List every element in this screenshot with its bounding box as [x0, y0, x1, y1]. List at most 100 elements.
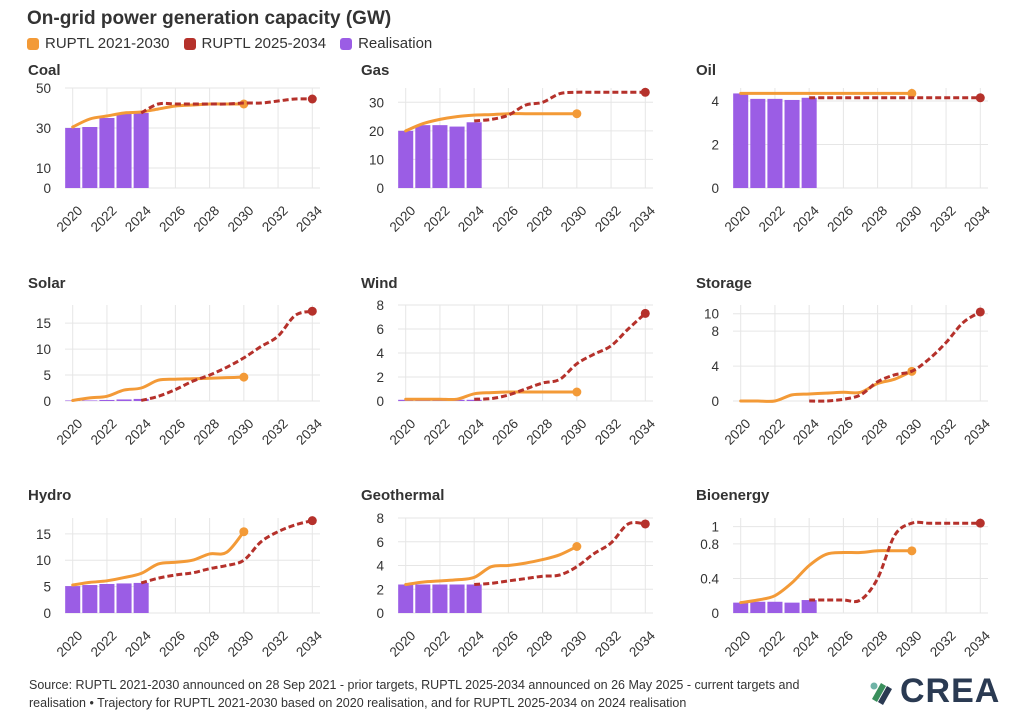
hydro-y-tick-label: 15: [36, 527, 51, 542]
coal-x-tick-label: 2034: [293, 203, 325, 235]
storage-ruptl-2021-line: [739, 369, 914, 403]
hydro-realisation-bar: [99, 583, 115, 613]
hydro-x-tick-label: 2020: [54, 628, 86, 660]
bioenergy-x-tick-label: 2024: [790, 628, 822, 660]
bioenergy-x-tick-label: 2020: [722, 628, 754, 660]
coal-x-tick-label: 2024: [122, 203, 154, 235]
gas-y-tick-label: 0: [376, 181, 384, 196]
geothermal-realisation-bar: [415, 584, 431, 613]
wind-x-tick-label: 2032: [592, 416, 624, 448]
hydro-x-tick-label: 2024: [122, 628, 154, 660]
wind-x-tick-label: 2024: [455, 416, 487, 448]
solar-x-tick-label: 2032: [259, 416, 291, 448]
coal-realisation-bar: [116, 114, 132, 188]
solar-x-tick-label: 2028: [191, 416, 223, 448]
hydro-x-tick-label: 2034: [293, 628, 325, 660]
oil-x-tick-label: 2030: [893, 203, 925, 235]
legend-item-realisation[interactable]: Realisation: [340, 35, 432, 52]
wind-x-tick-label: 2030: [558, 416, 590, 448]
hydro-x-tick-label: 2028: [191, 628, 223, 660]
solar-y-tick-label: 0: [43, 394, 51, 409]
gas-x-tick-label: 2030: [558, 203, 590, 235]
geothermal-y-tick-label: 8: [376, 511, 384, 526]
wind-x-tick-label: 2022: [421, 416, 453, 448]
hydro-realisation-bar: [65, 586, 81, 613]
bioenergy-y-tick-label: 1: [711, 520, 719, 535]
oil-ruptl-2025-endpoint: [975, 93, 985, 103]
oil-panel-title: Oil: [696, 62, 716, 79]
storage-x-tick-label: 2034: [961, 416, 993, 448]
bioenergy-ruptl-2021-endpoint: [907, 546, 917, 556]
legend-swatch-realisation: [340, 37, 353, 50]
geothermal-x-tick-label: 2030: [558, 628, 590, 660]
wind-ruptl-2021-line: [404, 390, 579, 402]
legend: RUPTL 2021-2030 RUPTL 2025-2034 Realisat…: [27, 35, 446, 52]
wind-y-tick-label: 0: [376, 394, 384, 409]
oil-realisation-bar: [733, 93, 749, 188]
coal-x-tick-label: 2026: [156, 203, 188, 235]
coal-y-tick-label: 30: [36, 121, 51, 136]
hydro-y-tick-label: 10: [36, 553, 51, 568]
solar-ruptl-2025-line: [140, 309, 313, 402]
bioenergy-ruptl-2021-line: [739, 549, 914, 605]
gas-ruptl-2025-line: [474, 90, 646, 123]
gas-y-tick-label: 20: [369, 124, 384, 139]
wind-ruptl-2025-line: [474, 312, 647, 401]
oil-x-tick-label: 2024: [790, 203, 822, 235]
solar-x-tick-label: 2026: [156, 416, 188, 448]
solar-ruptl-2021-line: [71, 375, 246, 402]
hydro-realisation-bar: [116, 583, 132, 613]
wind-ruptl-2021-endpoint: [572, 387, 582, 397]
solar-realisation-bar: [99, 399, 115, 401]
hydro-realisation-bar: [82, 585, 98, 613]
coal-y-tick-label: 50: [36, 81, 51, 96]
solar-y-tick-label: 15: [36, 316, 51, 331]
gas-x-tick-label: 2022: [421, 203, 453, 235]
solar-panel-title: Solar: [28, 275, 66, 292]
oil-x-tick-label: 2034: [961, 203, 993, 235]
geothermal-realisation-bar: [432, 584, 448, 613]
bioenergy-x-tick-label: 2032: [927, 628, 959, 660]
bioenergy-realisation-bar: [784, 602, 800, 613]
legend-label-realisation: Realisation: [358, 35, 433, 52]
gas-ruptl-2025-endpoint: [640, 87, 650, 97]
storage-y-tick-label: 10: [704, 307, 719, 322]
crea-logo: CREA: [866, 672, 1000, 711]
solar-realisation-bar: [82, 400, 98, 401]
bioenergy-panel-title: Bioenergy: [696, 487, 770, 504]
solar-x-tick-label: 2034: [293, 416, 325, 448]
gas-realisation-bar: [449, 126, 465, 188]
gas-x-tick-label: 2026: [489, 203, 521, 235]
oil-x-tick-label: 2032: [927, 203, 959, 235]
legend-item-ruptl-2025[interactable]: RUPTL 2025-2034: [183, 35, 327, 52]
geothermal-realisation-bar: [449, 584, 465, 613]
gas-x-tick-label: 2028: [524, 203, 556, 235]
hydro-x-tick-label: 2022: [88, 628, 120, 660]
geothermal-ruptl-2021-endpoint: [572, 542, 582, 551]
hydro-y-tick-label: 5: [43, 580, 51, 595]
coal-x-tick-label: 2030: [225, 203, 257, 235]
solar-x-tick-label: 2030: [225, 416, 257, 448]
geothermal-x-tick-label: 2022: [421, 628, 453, 660]
hydro-realisation-bar: [133, 582, 149, 613]
wind-x-tick-label: 2034: [626, 416, 658, 448]
coal-realisation-bar: [65, 128, 81, 188]
bioenergy-x-tick-label: 2034: [961, 628, 993, 660]
storage-y-tick-label: 8: [711, 324, 719, 339]
geothermal-realisation-bar: [466, 584, 482, 613]
oil-x-tick-label: 2028: [859, 203, 891, 235]
legend-label-ruptl-2025: RUPTL 2025-2034: [201, 35, 327, 52]
bioenergy-x-tick-label: 2026: [824, 628, 856, 660]
gas-ruptl-2021-endpoint: [572, 109, 582, 119]
geothermal-x-tick-label: 2026: [489, 628, 521, 660]
coal-panel-title: Coal: [28, 62, 61, 79]
storage-x-tick-label: 2026: [824, 416, 856, 448]
storage-x-tick-label: 2032: [927, 416, 959, 448]
wind-y-tick-label: 2: [376, 370, 384, 385]
solar-y-tick-label: 10: [36, 342, 51, 357]
bioenergy-x-tick-label: 2028: [859, 628, 891, 660]
crea-logo-text: CREA: [900, 672, 1001, 710]
legend-item-ruptl-2021[interactable]: RUPTL 2021-2030: [27, 35, 170, 52]
solar-y-tick-label: 5: [43, 368, 51, 383]
bioenergy-realisation-bar: [733, 602, 749, 613]
